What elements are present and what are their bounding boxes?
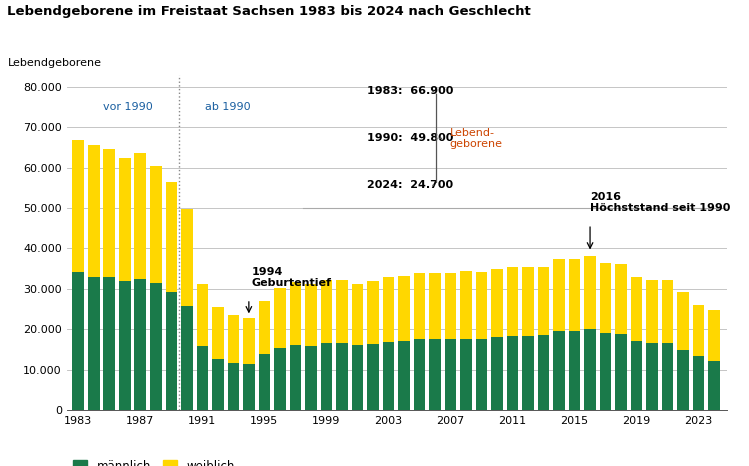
Bar: [166, 182, 177, 292]
Bar: [290, 345, 301, 410]
Bar: [228, 315, 239, 363]
Bar: [460, 271, 472, 338]
Bar: [258, 354, 270, 410]
Bar: [491, 337, 503, 410]
Text: 1990:  49.800: 1990: 49.800: [367, 133, 454, 144]
Bar: [662, 343, 673, 410]
Bar: [662, 280, 673, 343]
Bar: [693, 356, 704, 410]
Bar: [135, 279, 146, 410]
Bar: [336, 280, 348, 343]
Bar: [196, 284, 208, 346]
Bar: [600, 333, 611, 410]
Bar: [413, 273, 425, 339]
Bar: [103, 277, 115, 410]
Text: Lebendgeborene im Freistaat Sachsen 1983 bis 2024 nach Geschlecht: Lebendgeborene im Freistaat Sachsen 1983…: [7, 5, 531, 18]
Bar: [166, 292, 177, 410]
Text: 2016
Höchststand seit 1990: 2016 Höchststand seit 1990: [590, 192, 730, 213]
Bar: [429, 339, 440, 410]
Bar: [568, 331, 580, 410]
Bar: [243, 363, 255, 410]
Bar: [398, 341, 410, 410]
Bar: [506, 267, 518, 336]
Bar: [88, 145, 100, 277]
Text: 2024:  24.700: 2024: 24.700: [367, 180, 453, 190]
Bar: [212, 307, 224, 359]
Bar: [709, 310, 720, 361]
Bar: [258, 301, 270, 354]
Bar: [445, 273, 456, 339]
Bar: [584, 329, 596, 410]
Text: vor 1990: vor 1990: [103, 102, 153, 112]
Bar: [554, 259, 565, 331]
Bar: [336, 343, 348, 410]
Bar: [135, 153, 146, 279]
Bar: [506, 336, 518, 410]
Bar: [646, 343, 658, 410]
Bar: [677, 350, 689, 410]
Text: 1983:  66.900: 1983: 66.900: [367, 86, 454, 96]
Bar: [243, 318, 255, 363]
Bar: [476, 272, 488, 338]
Bar: [290, 282, 301, 345]
Text: Lebend-
geborene: Lebend- geborene: [449, 128, 503, 149]
Bar: [367, 344, 379, 410]
Bar: [600, 263, 611, 333]
Bar: [321, 281, 333, 343]
Bar: [522, 336, 534, 410]
Bar: [631, 341, 643, 410]
Bar: [709, 361, 720, 410]
Bar: [321, 343, 333, 410]
Bar: [476, 338, 488, 410]
Bar: [73, 140, 84, 272]
Bar: [554, 331, 565, 410]
Text: ab 1990: ab 1990: [205, 102, 251, 112]
Bar: [429, 273, 440, 339]
Bar: [413, 339, 425, 410]
Legend: männlich, weiblich: männlich, weiblich: [73, 459, 235, 466]
Bar: [693, 305, 704, 356]
Bar: [568, 259, 580, 331]
Bar: [383, 277, 394, 342]
Bar: [88, 277, 100, 410]
Bar: [274, 288, 285, 348]
Bar: [103, 149, 115, 277]
Bar: [677, 292, 689, 350]
Bar: [367, 281, 379, 344]
Text: 1994
Geburtentief: 1994 Geburtentief: [252, 267, 332, 288]
Bar: [398, 276, 410, 341]
Bar: [383, 342, 394, 410]
Bar: [460, 338, 472, 410]
Bar: [305, 346, 317, 410]
Bar: [73, 272, 84, 410]
Bar: [274, 348, 285, 410]
Bar: [212, 359, 224, 410]
Bar: [181, 209, 192, 306]
Bar: [491, 269, 503, 337]
Bar: [305, 284, 317, 346]
Bar: [584, 256, 596, 329]
Bar: [538, 336, 549, 410]
Bar: [150, 283, 162, 410]
Bar: [351, 345, 363, 410]
Bar: [181, 306, 192, 410]
Bar: [445, 339, 456, 410]
Bar: [522, 267, 534, 336]
Bar: [538, 267, 549, 336]
Bar: [631, 277, 643, 341]
Text: Lebendgeborene: Lebendgeborene: [7, 58, 102, 68]
Bar: [351, 283, 363, 345]
Bar: [119, 281, 130, 410]
Bar: [615, 335, 627, 410]
Bar: [119, 158, 130, 281]
Bar: [646, 281, 658, 343]
Bar: [615, 264, 627, 335]
Bar: [196, 346, 208, 410]
Bar: [228, 363, 239, 410]
Bar: [150, 165, 162, 283]
